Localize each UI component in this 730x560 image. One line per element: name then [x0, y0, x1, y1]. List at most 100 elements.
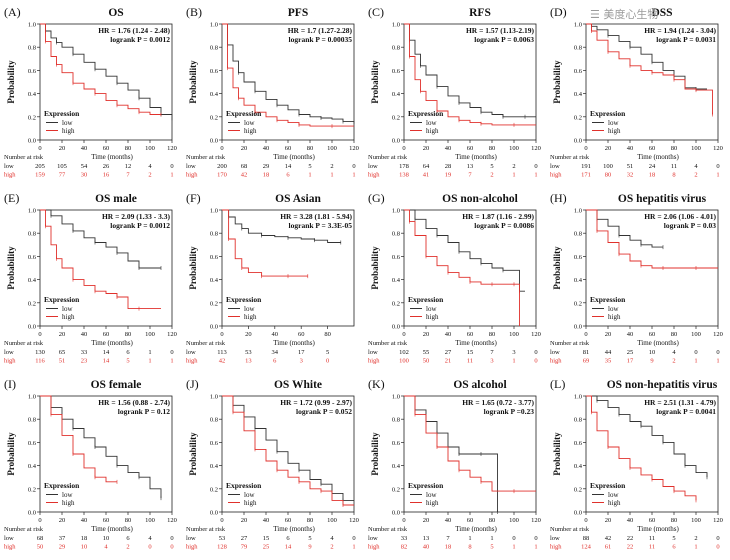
risk-count-low: 4	[672, 349, 676, 356]
risk-count-high: 77	[59, 172, 66, 179]
risk-count-low: 0	[352, 163, 355, 170]
plot-frame	[221, 209, 355, 327]
legend-title: Expression	[226, 295, 262, 304]
x-axis-title: Time (months)	[273, 339, 315, 347]
hr-text: HR = 1.72 (0.99 - 2.97)	[280, 398, 352, 407]
y-tick-label: 1.0	[28, 394, 36, 401]
x-tick-label: 0	[220, 331, 223, 338]
y-tick-label: 0.2	[574, 114, 582, 121]
x-tick-label: 100	[509, 517, 519, 524]
risk-row-label-high: high	[186, 358, 198, 365]
risk-count-high: 69	[583, 358, 590, 365]
chart-title: OS	[108, 7, 123, 19]
p-value-text: logrank P = 0.03	[664, 221, 716, 230]
x-tick-label: 60	[103, 331, 110, 338]
x-tick-label: 40	[263, 517, 270, 524]
legend-label-high: high	[244, 313, 257, 321]
x-tick-label: 40	[263, 145, 270, 152]
km-curve-high	[222, 23, 354, 127]
y-axis-title: Probability	[188, 432, 198, 476]
risk-count-low: 13	[423, 535, 430, 542]
risk-count-high: 7	[468, 172, 472, 179]
risk-count-low: 54	[81, 163, 88, 170]
risk-count-high: 4	[104, 544, 108, 551]
risk-count-high: 1	[308, 172, 311, 179]
x-tick-label: 120	[531, 331, 541, 338]
risk-row-label-high: high	[368, 544, 380, 551]
risk-count-high: 8	[468, 544, 471, 551]
risk-table-title: Number at risk	[4, 154, 44, 161]
x-tick-label: 20	[605, 331, 612, 338]
risk-count-high: 124	[581, 544, 592, 551]
panel-label: (C)	[368, 5, 384, 19]
hr-text: HR = 1.57 (1.13-2.19)	[466, 26, 535, 35]
y-tick-label: 0.8	[28, 417, 36, 424]
x-tick-label: 0	[402, 517, 405, 524]
risk-row-label-high: high	[186, 172, 198, 179]
risk-count-high: 29	[59, 544, 66, 551]
x-axis-title: Time (months)	[91, 339, 133, 347]
risk-count-low: 0	[716, 163, 719, 170]
y-tick-label: 1.0	[210, 394, 218, 401]
x-tick-label: 20	[241, 145, 248, 152]
risk-count-low: 5	[326, 349, 329, 356]
legend-title: Expression	[44, 481, 80, 490]
risk-count-low: 0	[694, 349, 697, 356]
x-tick-label: 80	[489, 145, 496, 152]
y-tick-label: 0.4	[28, 91, 37, 98]
risk-count-high: 14	[285, 544, 292, 551]
risk-count-high: 138	[399, 172, 409, 179]
chart-title: DSS	[651, 7, 672, 19]
risk-count-low: 11	[649, 535, 655, 542]
risk-row-label-high: high	[368, 358, 380, 365]
risk-count-high: 50	[37, 544, 44, 551]
risk-count-low: 25	[627, 349, 634, 356]
risk-count-low: 37	[59, 535, 66, 542]
hr-text: HR = 1.87 (1.16 - 2.99)	[462, 212, 534, 221]
risk-count-low: 2	[330, 163, 333, 170]
risk-count-low: 88	[583, 535, 590, 542]
y-tick-label: 0.2	[28, 114, 36, 121]
risk-count-low: 0	[512, 535, 515, 542]
risk-count-high: 18	[263, 172, 270, 179]
risk-row-label-high: high	[550, 358, 562, 365]
km-curve-high	[222, 209, 308, 277]
km-curve-low	[586, 395, 708, 478]
risk-count-low: 0	[170, 535, 173, 542]
risk-count-high: 128	[217, 544, 227, 551]
y-tick-label: 0.6	[210, 254, 219, 261]
p-value-text: logrank P = 0.0063	[474, 35, 534, 44]
hr-text: HR = 2.09 (1.33 - 3.3)	[102, 212, 171, 221]
y-tick-label: 0.4	[210, 463, 219, 470]
risk-count-low: 205	[35, 163, 45, 170]
risk-count-high: 19	[445, 172, 452, 179]
risk-count-high: 22	[627, 544, 634, 551]
legend-label-low: low	[244, 491, 255, 499]
risk-table-title: Number at risk	[368, 526, 408, 533]
y-tick-label: 0.0	[392, 510, 400, 517]
risk-row-label-low: low	[186, 349, 196, 356]
risk-count-high: 14	[103, 358, 110, 365]
y-tick-label: 0.6	[574, 440, 583, 447]
y-tick-label: 0.6	[210, 68, 219, 75]
y-tick-label: 0.6	[28, 68, 37, 75]
km-curve-high	[40, 209, 161, 310]
legend-label-low: low	[608, 119, 619, 127]
legend-title: Expression	[226, 481, 262, 490]
x-tick-label: 120	[349, 517, 359, 524]
x-tick-label: 20	[423, 517, 430, 524]
km-panel: (I) OS female 0.0 0.2 0.4 0.6 0.8 1.0 Probabilit…	[4, 377, 177, 551]
x-tick-label: 0	[38, 331, 41, 338]
panel-label: (J)	[186, 377, 199, 391]
risk-count-low: 26	[103, 163, 110, 170]
risk-count-low: 4	[148, 163, 152, 170]
risk-table-title: Number at risk	[368, 154, 408, 161]
y-tick-label: 0.2	[28, 300, 36, 307]
y-axis-title: Probability	[6, 432, 16, 476]
risk-count-high: 6	[672, 544, 676, 551]
y-tick-label: 0.0	[574, 510, 582, 517]
legend-label-low: low	[62, 119, 73, 127]
x-tick-label: 60	[298, 331, 305, 338]
risk-table-title: Number at risk	[186, 154, 226, 161]
panel-label: (I)	[4, 377, 16, 391]
